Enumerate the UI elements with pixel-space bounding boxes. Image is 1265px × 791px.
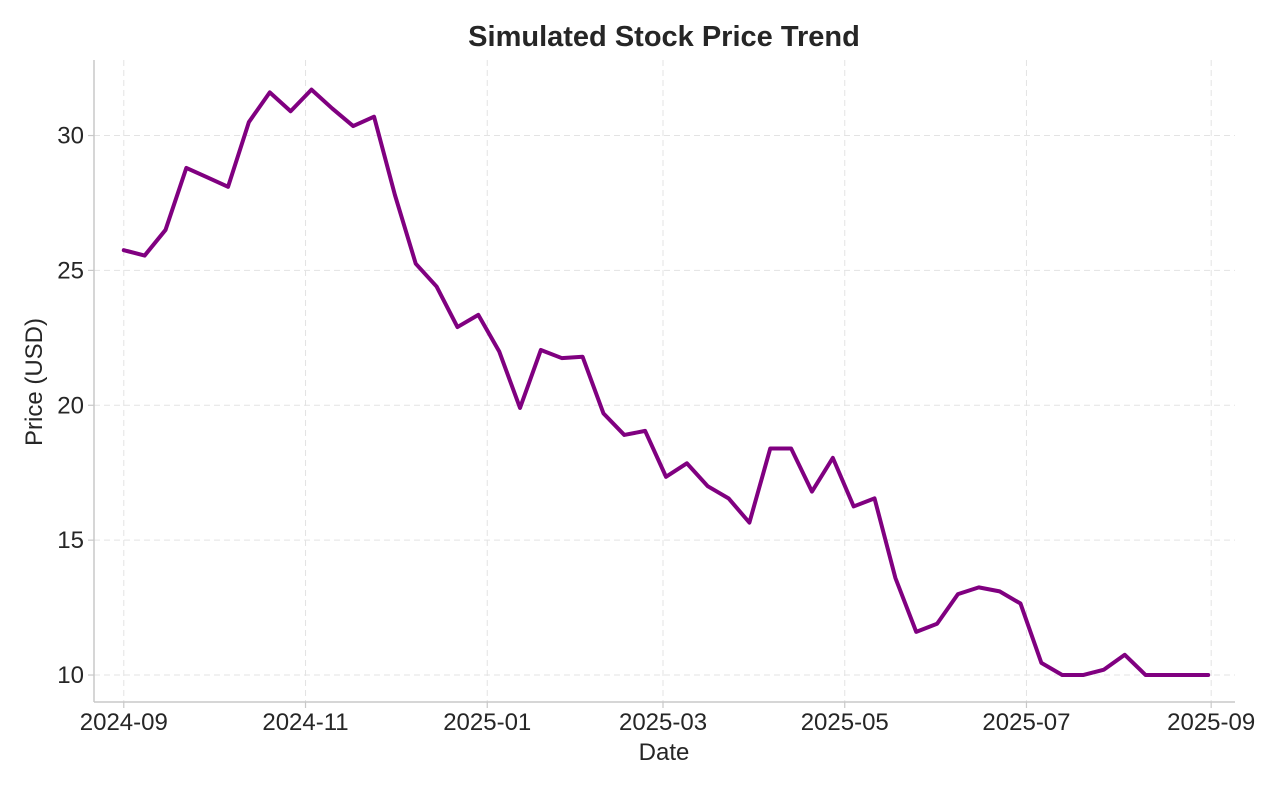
x-tick-label: 2024-09 [80,709,168,736]
axes-spines [93,60,1235,703]
y-axis-ticks: 10 15 20 25 30 [57,123,94,689]
y-tick-label: 10 [57,662,84,689]
x-axis-label: Date [639,739,690,766]
x-tick-label: 2025-09 [1167,709,1255,736]
x-tick-label: 2025-05 [801,709,889,736]
grid-lines [94,60,1235,702]
series-line [121,87,1211,678]
x-tick-label: 2025-03 [619,709,707,736]
x-tick-label: 2024-11 [262,709,348,736]
series-layer [121,87,1211,678]
x-axis-ticks: 2024-09 2024-11 2025-01 2025-03 2025-05 2025-… [80,702,1255,736]
y-tick-label: 25 [57,257,84,284]
y-axis-label: Price (USD) [21,318,48,446]
x-tick-label: 2025-01 [443,709,531,736]
y-tick-label: 30 [57,123,84,150]
chart-title: Simulated Stock Price Trend [468,21,860,53]
x-tick-label: 2025-07 [982,709,1070,736]
y-tick-label: 20 [57,392,84,419]
y-tick-label: 15 [57,527,84,554]
